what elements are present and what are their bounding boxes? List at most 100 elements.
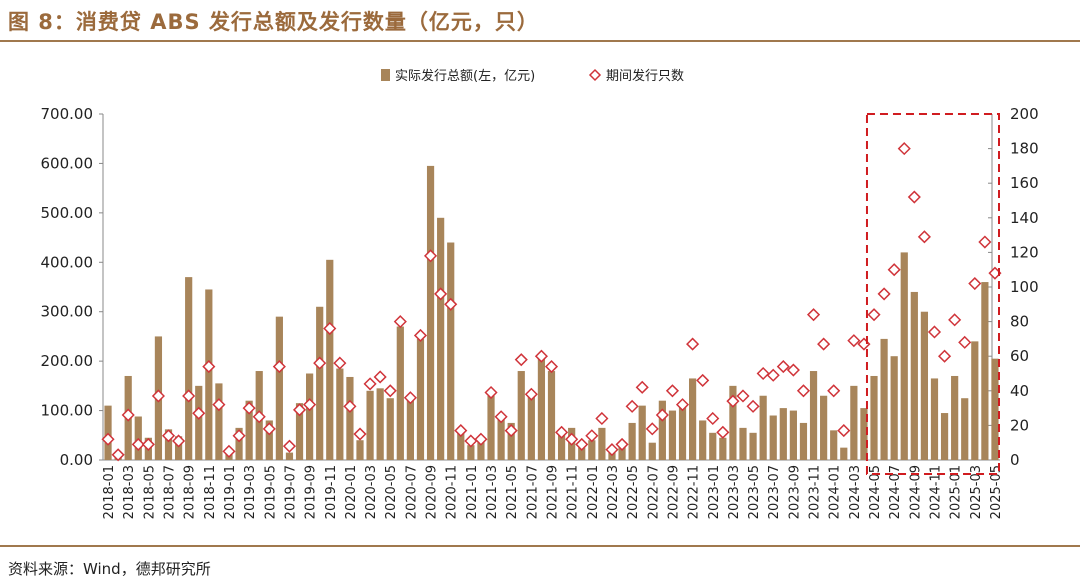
count-point <box>242 401 256 415</box>
count-point <box>706 411 720 426</box>
bar <box>195 385 203 460</box>
count-point <box>756 366 770 381</box>
count-point <box>917 230 931 244</box>
x-tick-label: 2020-01 <box>344 465 359 519</box>
x-tick-label: 2021-07 <box>525 465 540 519</box>
right-tick-label: 120 <box>1010 243 1039 261</box>
x-tick-label: 2020-05 <box>384 465 399 519</box>
bar <box>447 242 455 460</box>
bar <box>235 427 243 460</box>
bar <box>739 427 747 460</box>
count-point <box>746 399 760 413</box>
count-point <box>575 437 589 451</box>
bar <box>759 395 767 460</box>
bar <box>749 432 757 460</box>
chart-title: 图 8：消费贷 ABS 发行总额及发行数量（亿元，只） <box>8 10 539 34</box>
count-point <box>343 399 357 413</box>
x-tick-label: 2024-01 <box>828 465 843 519</box>
x-tick-label: 2019-03 <box>243 465 258 519</box>
bar <box>497 417 505 460</box>
bar <box>215 383 223 460</box>
bar <box>487 395 495 460</box>
x-tick-label: 2019-01 <box>223 465 238 519</box>
count-point <box>534 349 548 363</box>
count-point <box>282 439 297 453</box>
bar <box>809 371 818 460</box>
bar <box>376 388 384 460</box>
bar <box>900 252 908 460</box>
bar <box>396 326 404 460</box>
bar <box>699 420 707 460</box>
count-point <box>252 410 266 424</box>
bar <box>820 395 828 460</box>
count-point <box>323 321 337 336</box>
bar <box>406 398 414 460</box>
bar <box>356 440 364 460</box>
bar <box>336 368 344 460</box>
x-tick-label: 2024-03 <box>848 465 863 519</box>
count-point <box>958 335 972 349</box>
bar <box>709 432 717 460</box>
count-point <box>938 349 952 363</box>
bar <box>880 338 888 460</box>
count-point <box>292 403 307 417</box>
bar <box>386 398 394 460</box>
x-tick-label: 2023-11 <box>808 465 823 519</box>
x-tick-label: 2022-01 <box>586 465 601 519</box>
count-point <box>595 411 609 426</box>
x-tick-label: 2022-09 <box>666 465 681 519</box>
count-point <box>726 394 740 408</box>
bar <box>467 445 475 460</box>
count-point <box>202 360 216 374</box>
count-point <box>555 425 569 439</box>
legend-point-swatch <box>588 68 602 82</box>
bar <box>991 358 999 460</box>
x-tick-label: 2019-11 <box>324 465 339 519</box>
bar <box>658 400 666 460</box>
right-tick-label: 60 <box>1010 347 1029 365</box>
count-point <box>645 422 659 436</box>
x-tick-label: 2023-05 <box>747 465 762 519</box>
bar <box>920 311 929 460</box>
count-point <box>333 356 347 370</box>
count-point <box>464 434 478 448</box>
count-point <box>524 387 538 401</box>
bar <box>285 452 294 460</box>
right-tick-label: 180 <box>1010 140 1039 158</box>
bar <box>598 427 606 460</box>
bar <box>729 385 737 460</box>
bar <box>769 415 777 460</box>
count-point <box>897 142 911 156</box>
x-tick-label: 2018-05 <box>142 465 157 519</box>
x-tick-label: 2021-03 <box>485 465 500 519</box>
count-point <box>837 424 851 438</box>
bar <box>557 432 566 460</box>
x-tick-label: 2023-07 <box>767 465 782 519</box>
count-point <box>373 370 387 384</box>
count-point <box>806 308 821 322</box>
bar <box>437 217 445 460</box>
count-point <box>544 360 559 374</box>
left-tick-label: 0.00 <box>60 451 93 469</box>
x-tick-label: 2020-07 <box>404 465 419 519</box>
left-tick-label: 100.00 <box>41 402 94 420</box>
count-point <box>484 385 498 400</box>
bar <box>477 440 485 460</box>
x-tick-label: 2019-05 <box>263 465 278 519</box>
count-point <box>796 384 811 398</box>
x-tick-label: 2018-01 <box>102 465 117 519</box>
count-point <box>817 337 831 351</box>
title-divider <box>0 40 1080 42</box>
x-tick-label: 2022-03 <box>606 465 621 519</box>
right-tick-label: 140 <box>1010 209 1039 227</box>
right-tick-label: 160 <box>1010 174 1039 192</box>
bar <box>507 422 515 460</box>
count-point <box>474 432 488 446</box>
x-tick-label: 2025-05 <box>989 465 1004 519</box>
left-tick-label: 300.00 <box>41 303 94 321</box>
count-point <box>262 422 276 436</box>
bar <box>890 356 898 460</box>
bar <box>840 447 848 460</box>
right-tick-label: 100 <box>1010 278 1039 296</box>
bar <box>426 165 435 460</box>
